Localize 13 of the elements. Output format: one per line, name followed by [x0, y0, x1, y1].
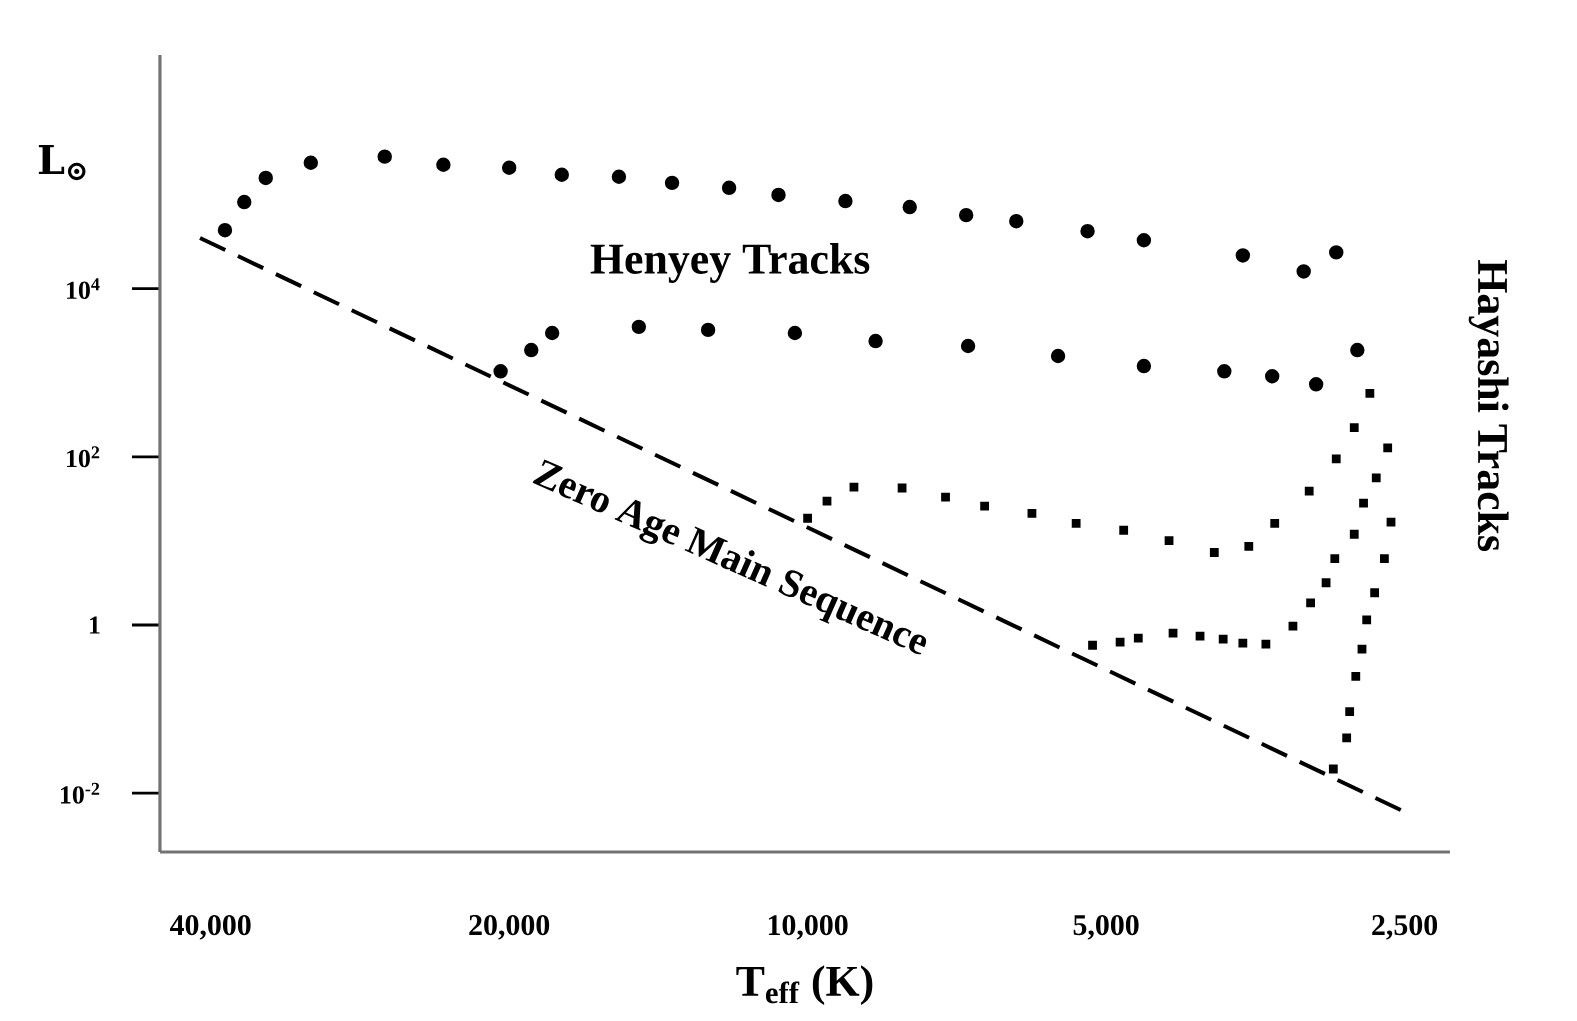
text: Hayashi Tracks [1468, 260, 1509, 551]
y-tick-label: 10$^{-2}$ [60, 782, 100, 804]
x-tick-label: 20,000 [469, 915, 550, 940]
y-tick-label: 10$^{4}$ [67, 278, 100, 300]
y-tick-label: 10$^{2}$ [67, 446, 100, 468]
x-tick-label: 10,000 [768, 915, 848, 940]
x-tick-label: 40,000 [169, 915, 251, 940]
annotation: Henyey Tracks [590, 243, 870, 283]
x-tick-label: 2,500 [1372, 915, 1438, 940]
x-tick-label: 5,000 [1073, 915, 1139, 940]
y-tick-label: 1 [90, 616, 100, 634]
y-axis-title: L$_{⊙}$ [38, 144, 86, 181]
x-axis-title: T$_{eff}$ (K) [736, 965, 873, 1005]
